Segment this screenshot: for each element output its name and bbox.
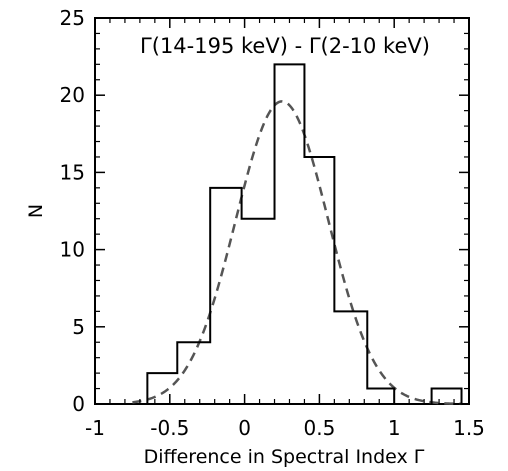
y-tick-label: 15 (60, 160, 85, 184)
x-tick-label: 0 (238, 416, 251, 440)
x-tick-label: 1.5 (453, 416, 485, 440)
gaussian-fit-curve (132, 100, 462, 406)
plot-frame (94, 17, 470, 405)
histogram-steps (146, 63, 396, 404)
chart-title: Γ(14-195 keV) - Γ(2-10 keV) (140, 34, 430, 58)
x-tick-label: -0.5 (150, 416, 189, 440)
x-tick-label: -1 (85, 416, 105, 440)
y-axis-title: N (25, 204, 47, 218)
y-tick-label: 10 (60, 238, 85, 262)
y-tick-label: 0 (72, 392, 85, 416)
x-axis-title: Difference in Spectral Index Γ (144, 446, 425, 468)
y-tick-label: 5 (72, 315, 85, 339)
y-tick-label: 25 (60, 6, 85, 30)
x-tick-label: 1 (388, 416, 401, 440)
x-tick-label: 0.5 (303, 416, 335, 440)
y-tick-label: 20 (60, 83, 85, 107)
histogram-bin-outlier (430, 387, 463, 404)
